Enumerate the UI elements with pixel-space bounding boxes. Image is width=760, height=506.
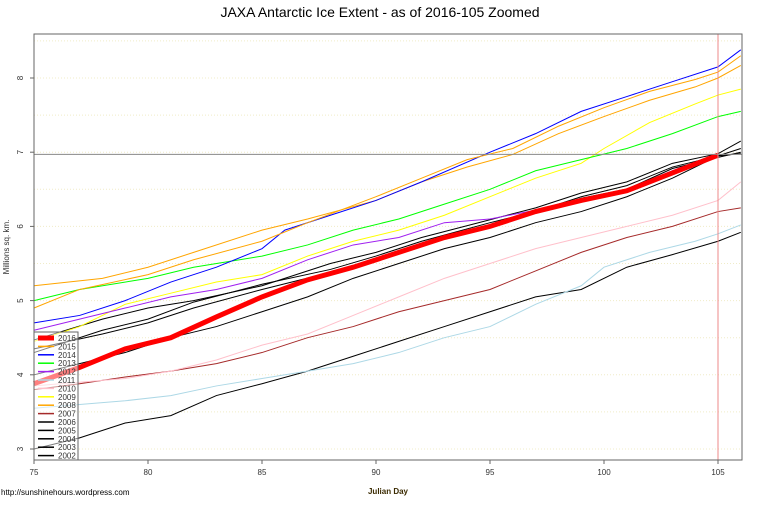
- series-line-2015: [33, 55, 742, 309]
- series-line-2014: [33, 49, 742, 324]
- series-line-2005: [33, 148, 741, 354]
- x-tick-label: 90: [372, 468, 381, 477]
- y-tick-label: 3: [16, 446, 25, 451]
- legend-label-2005: 2005: [58, 426, 76, 435]
- grid: [34, 40, 742, 450]
- series-line-2008: [33, 64, 742, 287]
- legend-label-2010: 2010: [58, 384, 76, 393]
- series-line-2002: [33, 231, 741, 450]
- chart-title: JAXA Antarctic Ice Extent - as of 2016-1…: [220, 4, 539, 20]
- legend-label-2004: 2004: [58, 435, 76, 444]
- series-line-2007: [33, 207, 741, 391]
- series-line-2012: [33, 153, 719, 331]
- x-tick-label: 75: [30, 468, 39, 477]
- y-tick-label: 4: [16, 372, 25, 377]
- series-line-2013: [33, 110, 741, 302]
- series-lines: [33, 49, 742, 450]
- series-line-2004: [33, 151, 741, 350]
- legend-label-2008: 2008: [58, 401, 76, 410]
- footer-url[interactable]: http://sunshinehours.wordpress.com: [1, 488, 130, 497]
- x-axis-label: Julian Day: [368, 487, 409, 496]
- x-axis: 75 80 85 90 95 100 105: [30, 460, 725, 477]
- x-tick-label: 105: [711, 468, 725, 477]
- y-tick-label: 6: [16, 224, 25, 229]
- legend-label-2012: 2012: [58, 368, 76, 377]
- legend-label-2006: 2006: [58, 418, 76, 427]
- legend-label-2015: 2015: [58, 342, 76, 351]
- legend-label-2013: 2013: [58, 359, 76, 368]
- y-tick-label: 5: [16, 298, 25, 303]
- x-tick-label: 80: [144, 468, 153, 477]
- y-axis: 3 4 5 6 7 8: [16, 75, 34, 451]
- legend-label-2002: 2002: [58, 452, 76, 461]
- series-line-2016: [33, 152, 719, 387]
- legend-label-2014: 2014: [58, 351, 76, 360]
- series-line-2009: [33, 88, 741, 342]
- legend-label-2003: 2003: [58, 443, 76, 452]
- y-tick-label: 7: [16, 149, 25, 154]
- y-axis-label: Millions sq. km.: [2, 220, 11, 275]
- legend: 2016201520142013201220112010200920082007…: [33, 331, 79, 461]
- legend-label-2011: 2011: [58, 376, 76, 385]
- y-tick-label: 8: [16, 75, 25, 80]
- legend-label-2007: 2007: [58, 410, 76, 419]
- series-line-2011: [33, 224, 741, 409]
- plot-frame: [33, 33, 743, 461]
- series-line-2006: [33, 140, 742, 341]
- legend-label-2016: 2016: [58, 334, 76, 343]
- x-tick-label: 85: [258, 468, 267, 477]
- legend-label-2009: 2009: [58, 393, 76, 402]
- series-line-2010: [33, 181, 742, 387]
- x-tick-label: 95: [486, 468, 495, 477]
- reference-lines: [34, 34, 742, 460]
- x-tick-label: 100: [597, 468, 611, 477]
